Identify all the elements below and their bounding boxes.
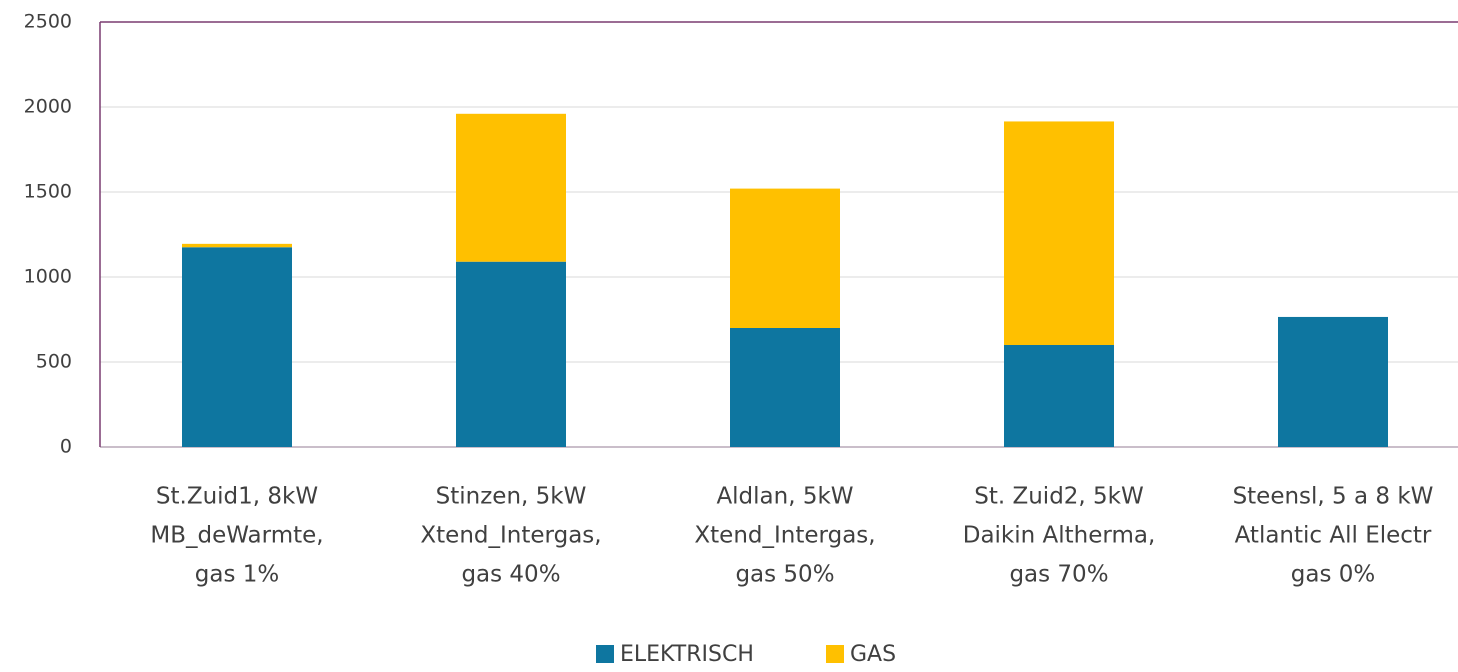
x-tick-label: gas 0% [1291, 562, 1375, 588]
x-tick-label: Xtend_Intergas, [420, 523, 601, 549]
y-tick-label: 1000 [24, 266, 72, 288]
bar-segment [730, 188, 840, 328]
x-tick-label: Steensl, 5 a 8 kW [1233, 484, 1434, 510]
x-tick-label: MB_deWarmte, [150, 523, 323, 549]
bar-segment [182, 247, 292, 447]
x-tick-label: Xtend_Intergas, [694, 523, 875, 549]
bar-segment [730, 328, 840, 447]
legend-swatch [596, 645, 614, 663]
y-tick-label: 0 [60, 436, 72, 458]
x-tick-label: gas 1% [195, 562, 279, 588]
bar-segment [182, 243, 292, 248]
bar-segment [456, 261, 566, 447]
x-tick-label: Daikin Altherma, [963, 523, 1156, 549]
y-tick-label: 2500 [24, 11, 72, 33]
bar-segment [1278, 316, 1388, 447]
bar-segment [1004, 121, 1114, 345]
x-tick-label: gas 40% [461, 562, 560, 588]
x-tick-label: gas 70% [1009, 562, 1108, 588]
x-tick-label: St.Zuid1, 8kW [156, 484, 318, 510]
x-tick-label: Atlantic All Electr [1235, 523, 1432, 549]
y-tick-label: 1500 [24, 181, 72, 203]
legend-label: GAS [850, 642, 896, 667]
bar-segment [456, 113, 566, 262]
x-tick-label: Aldlan, 5kW [716, 484, 853, 510]
y-tick-label: 2000 [24, 96, 72, 118]
x-tick-label: Stinzen, 5kW [436, 484, 587, 510]
legend-label: ELEKTRISCH [620, 642, 754, 667]
y-tick-label: 500 [36, 351, 72, 373]
legend-swatch [826, 645, 844, 663]
x-tick-label: St. Zuid2, 5kW [974, 484, 1144, 510]
x-tick-label: gas 50% [735, 562, 834, 588]
bar-segment [1004, 345, 1114, 447]
